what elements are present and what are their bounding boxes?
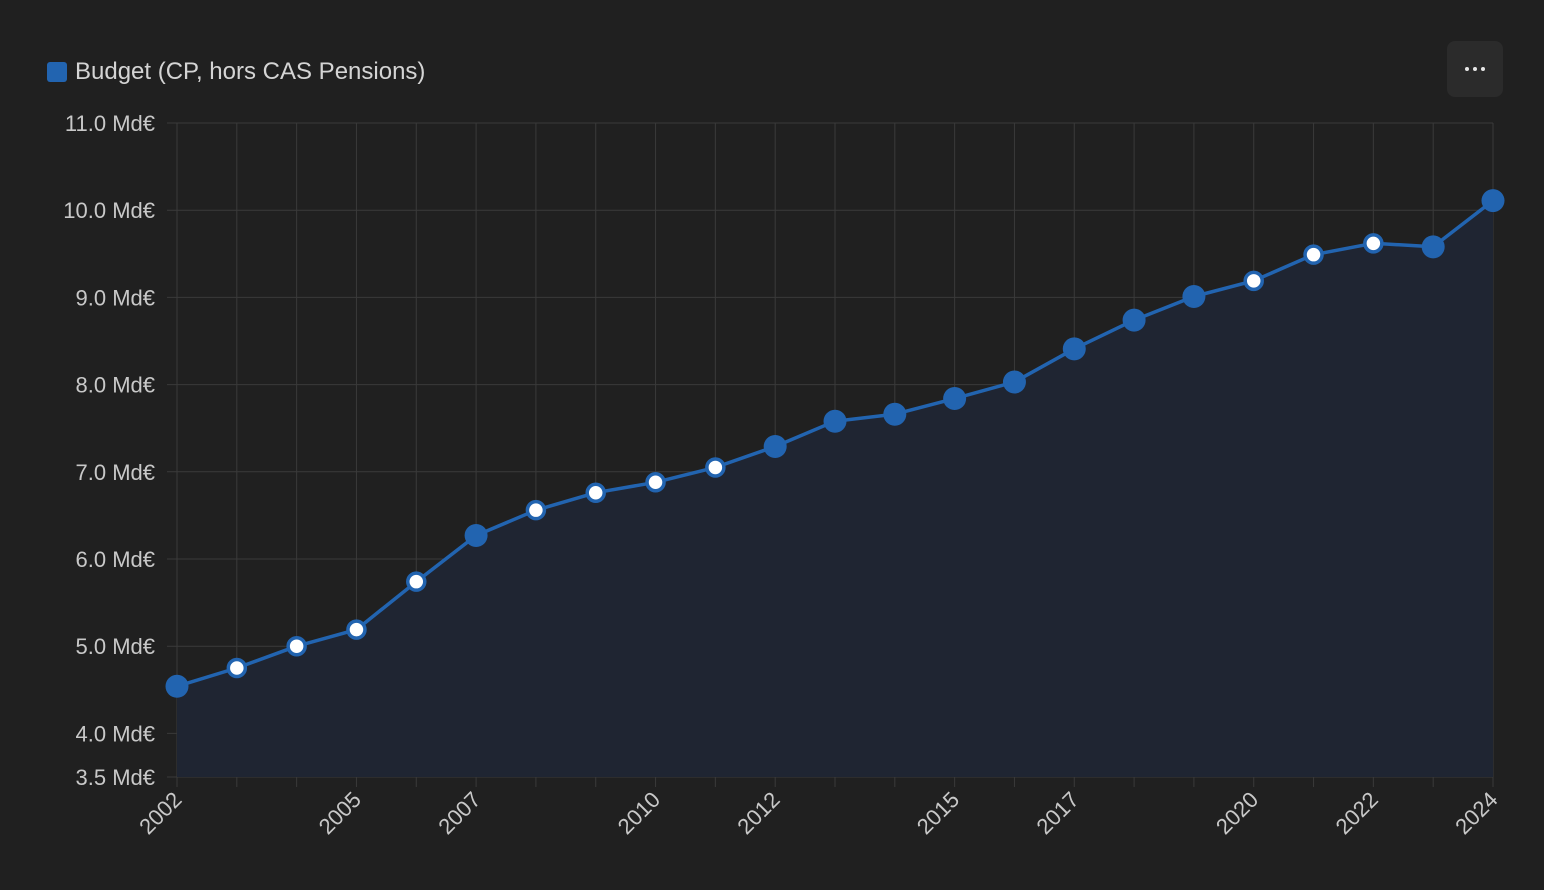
data-point [1182, 285, 1206, 309]
points-layer [165, 189, 1505, 698]
x-tick-label: 2007 [433, 787, 485, 839]
data-point [1481, 189, 1505, 213]
area-layer [177, 200, 1493, 778]
data-point [525, 499, 547, 521]
data-point [585, 482, 606, 503]
more-horizontal-icon-dot [1465, 67, 1469, 71]
y-tick-label: 11.0 Md€ [65, 111, 155, 136]
legend[interactable]: Budget (CP, hors CAS Pensions) [47, 58, 425, 86]
y-tick-label: 6.0 Md€ [76, 547, 156, 572]
data-point [286, 635, 307, 657]
data-point [464, 523, 488, 547]
x-tick-label: 2015 [912, 787, 964, 839]
data-point [346, 619, 367, 640]
data-point [165, 674, 189, 698]
legend-swatch [47, 62, 67, 82]
data-point [1303, 244, 1324, 265]
data-point [1243, 270, 1264, 292]
x-tick-label: 2005 [314, 787, 366, 839]
x-tick-label: 2012 [732, 787, 784, 839]
data-point [1002, 370, 1026, 394]
data-point [1421, 235, 1445, 259]
y-tick-label: 9.0 Md€ [76, 285, 156, 310]
series-area [177, 200, 1493, 778]
data-point [645, 472, 666, 493]
more-options-button[interactable] [1447, 41, 1503, 97]
y-tick-label: 4.0 Md€ [76, 721, 156, 746]
data-point [763, 435, 787, 459]
x-tick-label: 2022 [1331, 787, 1383, 839]
data-point [1062, 337, 1086, 361]
data-point [1363, 233, 1384, 254]
x-tick-label: 2010 [613, 787, 665, 839]
y-tick-label: 5.0 Md€ [76, 634, 156, 659]
data-point [705, 457, 726, 478]
y-tick-label: 8.0 Md€ [76, 373, 156, 398]
more-horizontal-icon-dot [1481, 67, 1485, 71]
data-point [406, 571, 427, 592]
y-tick-label: 7.0 Md€ [76, 460, 156, 485]
more-horizontal-icon-dot [1473, 67, 1477, 71]
data-point [943, 387, 967, 411]
data-point [883, 402, 907, 426]
y-tick-label: 10.0 Md€ [63, 198, 155, 223]
legend-label: Budget (CP, hors CAS Pensions) [75, 58, 426, 85]
data-point [1122, 308, 1146, 332]
y-tick-label: 3.5 Md€ [76, 765, 156, 790]
x-tick-label: 2002 [134, 787, 186, 839]
data-point [226, 657, 248, 679]
x-axis-labels: 2002 2005 2007 2010 2012 2015 2017 2020 2022 2024 [134, 787, 1502, 839]
x-tick-label: 2020 [1211, 787, 1263, 839]
data-point [823, 409, 847, 433]
x-tick-label: 2017 [1032, 787, 1084, 839]
y-axis-labels: 3.5 Md€ 4.0 Md€ 5.0 Md€ 6.0 Md€ 7.0 Md€ 8.0 M… [63, 111, 155, 790]
x-tick-label: 2024 [1450, 787, 1502, 839]
